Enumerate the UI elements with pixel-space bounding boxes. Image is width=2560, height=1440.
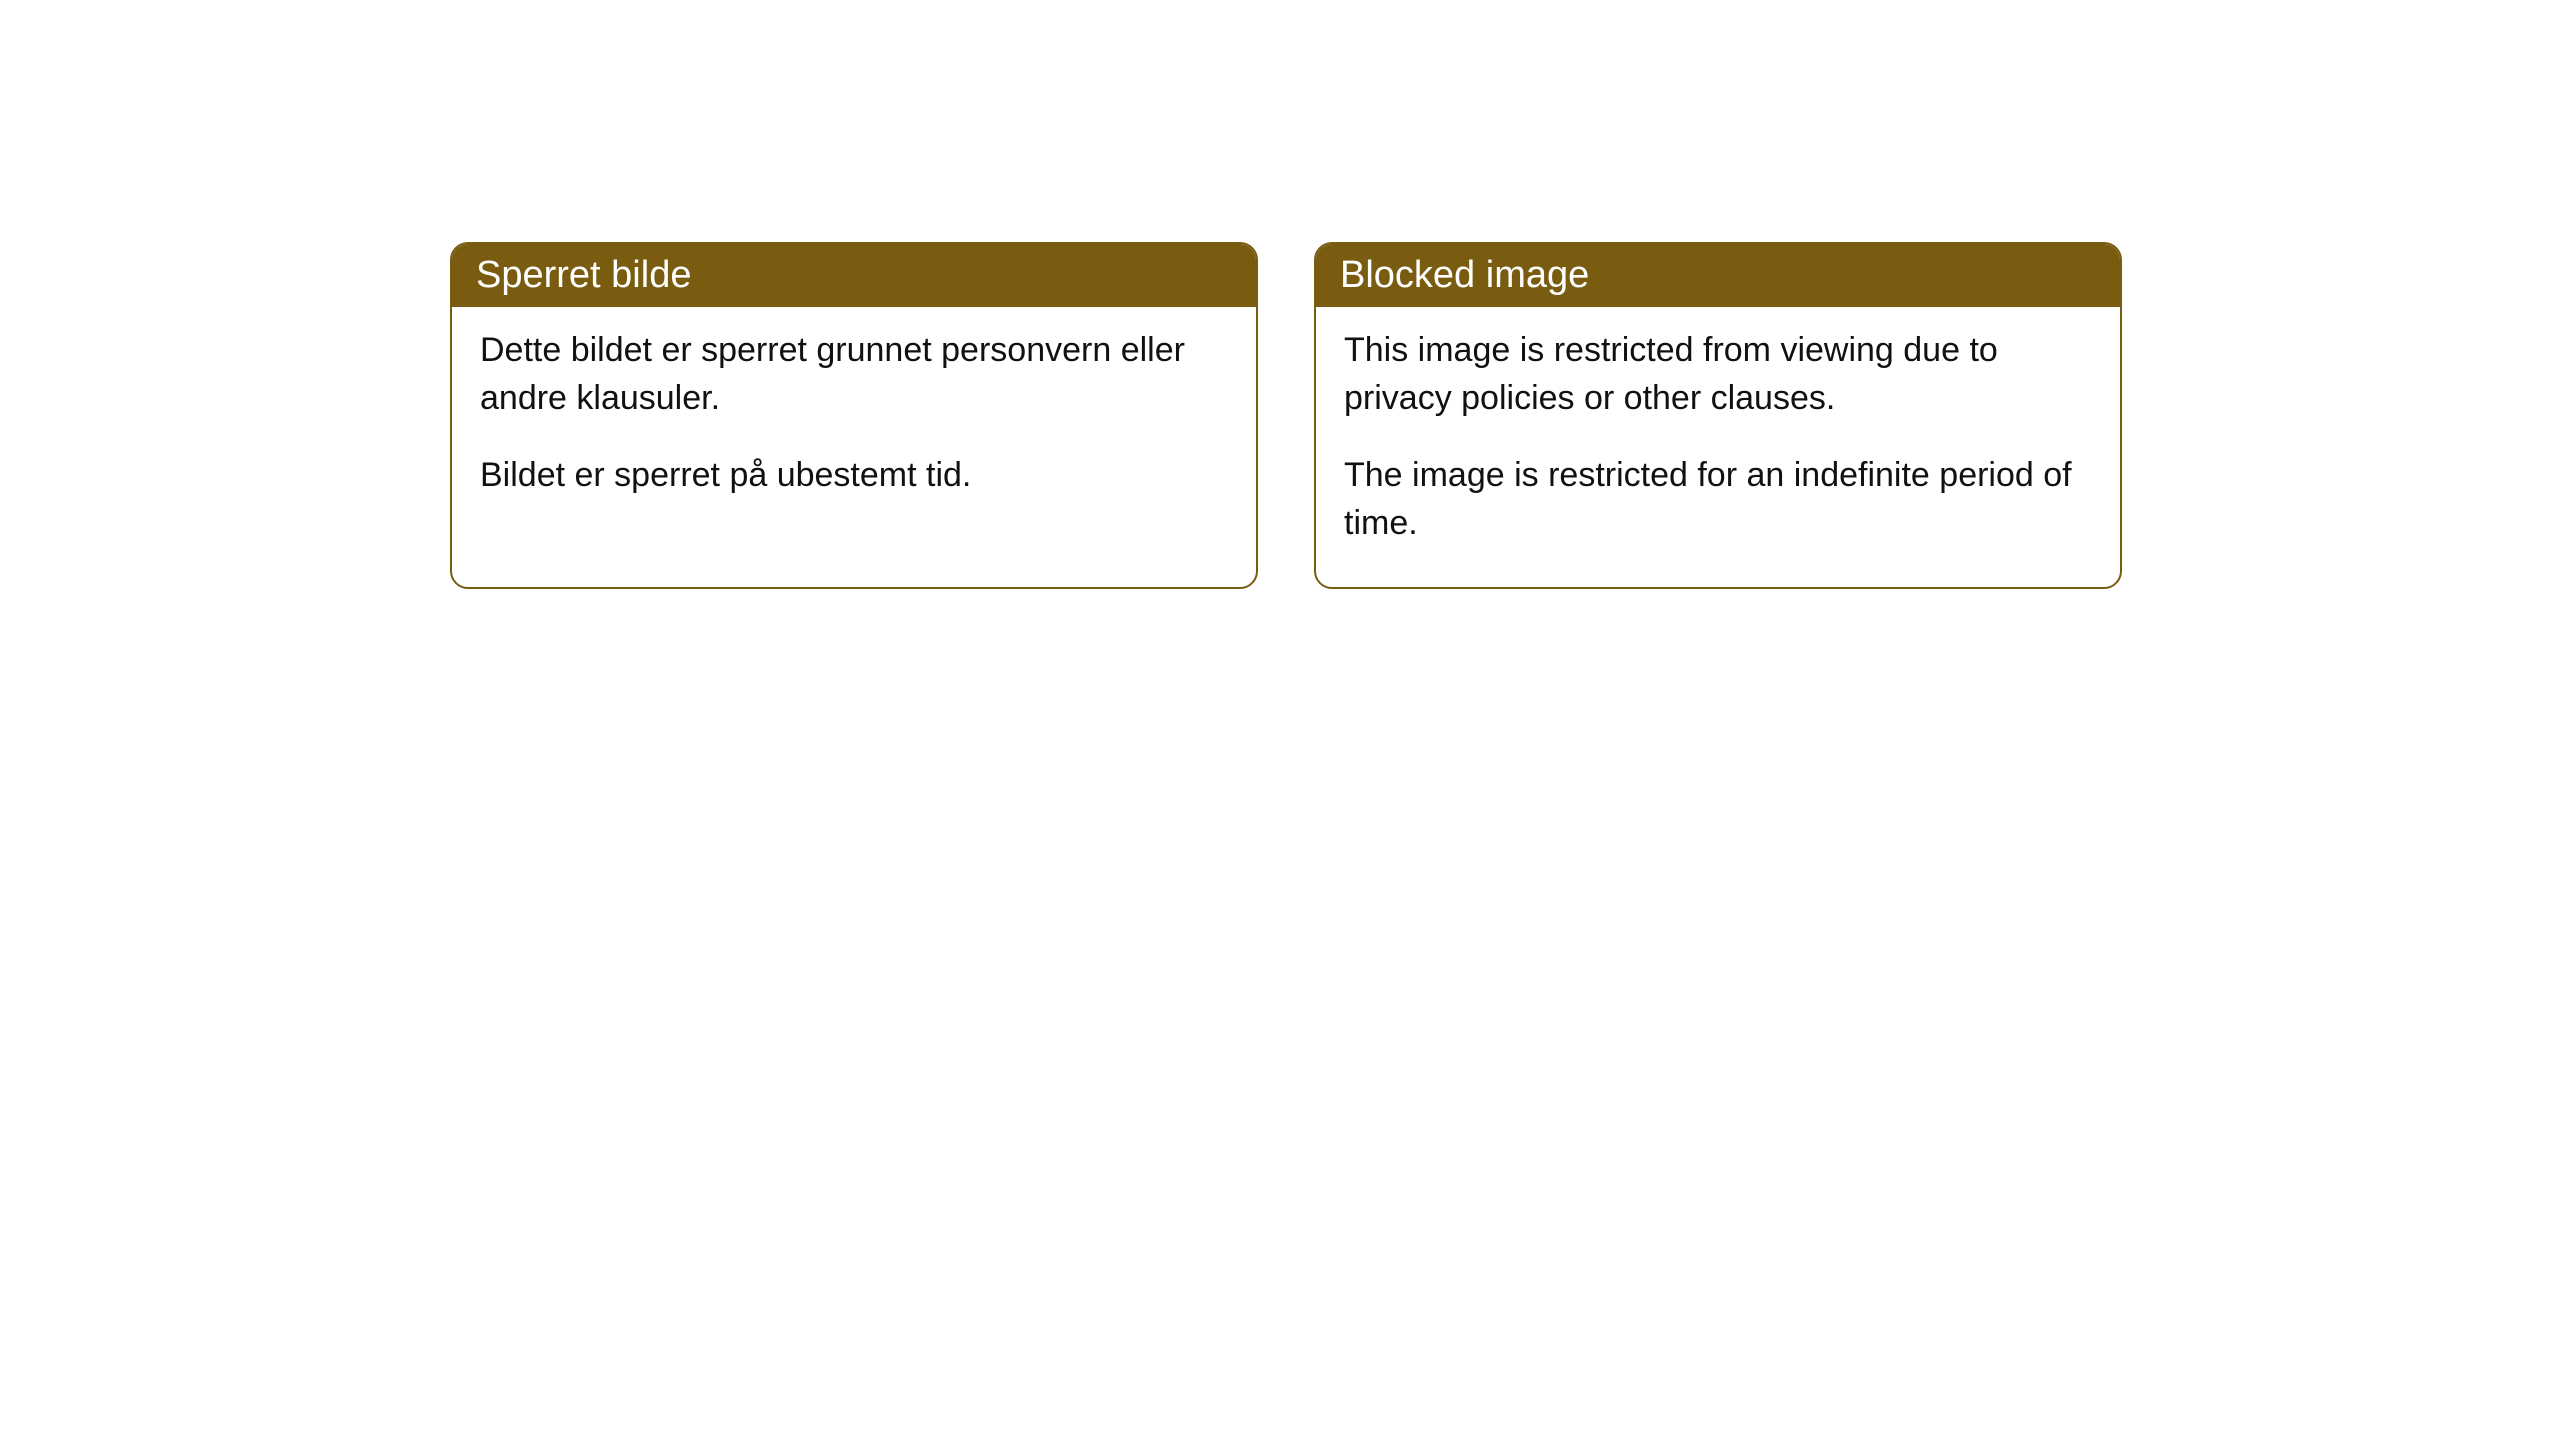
card-title-en: Blocked image	[1340, 254, 1589, 296]
blocked-image-card-no: Sperret bilde Dette bildet er sperret gr…	[450, 242, 1258, 589]
card-para2-en: The image is restricted for an indefinit…	[1344, 452, 2092, 547]
blocked-image-card-en: Blocked image This image is restricted f…	[1314, 242, 2122, 589]
card-header-en: Blocked image	[1316, 244, 2120, 307]
notice-cards-container: Sperret bilde Dette bildet er sperret gr…	[450, 242, 2122, 589]
card-body-en: This image is restricted from viewing du…	[1316, 307, 2120, 587]
card-para2-no: Bildet er sperret på ubestemt tid.	[480, 452, 1228, 500]
card-title-no: Sperret bilde	[476, 254, 691, 296]
card-header-no: Sperret bilde	[452, 244, 1256, 307]
card-para1-no: Dette bildet er sperret grunnet personve…	[480, 327, 1228, 422]
card-para1-en: This image is restricted from viewing du…	[1344, 327, 2092, 422]
card-body-no: Dette bildet er sperret grunnet personve…	[452, 307, 1256, 540]
